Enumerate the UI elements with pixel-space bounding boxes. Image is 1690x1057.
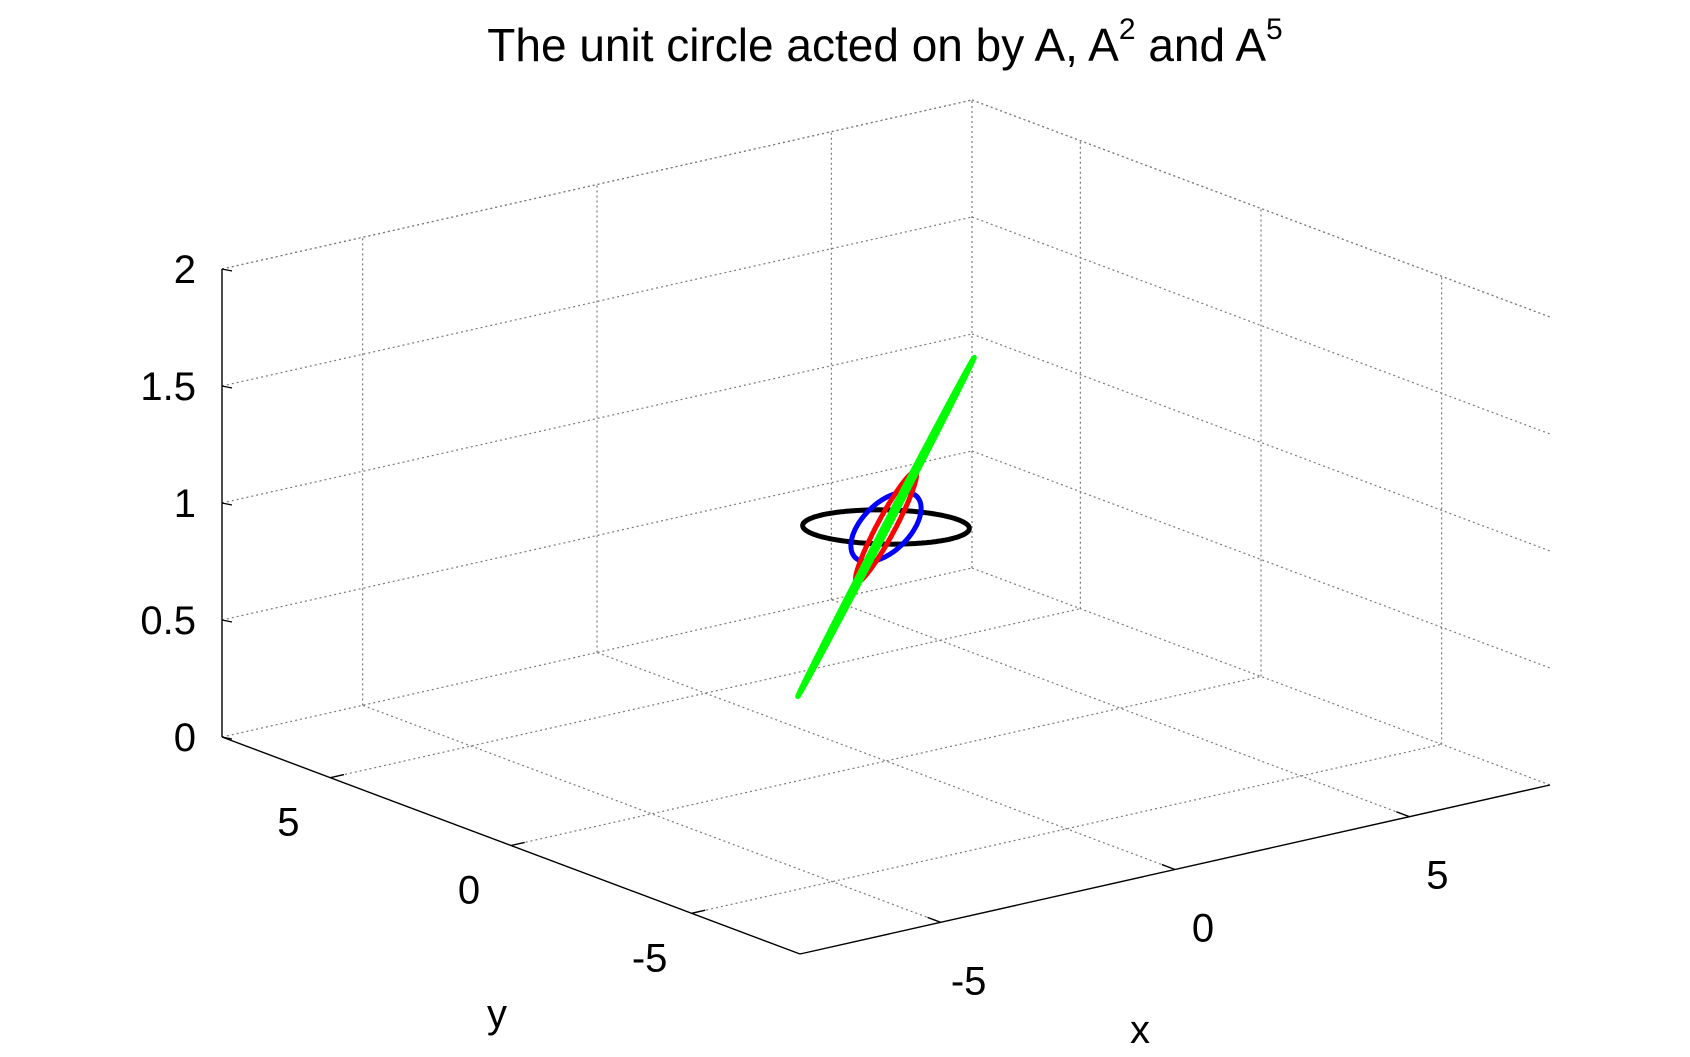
z-tick-mark <box>221 268 233 272</box>
z-tick-mark <box>221 619 233 623</box>
x-tick-mark <box>1161 863 1176 871</box>
x-axis-label: x <box>1130 1008 1150 1052</box>
y-tick-mark <box>691 909 706 914</box>
grid-line <box>691 743 1442 914</box>
chart-title: The unit circle acted on by A, A2 and A5 <box>487 13 1283 72</box>
x-tick-mark <box>1396 811 1410 818</box>
x-tick-mark <box>927 916 941 923</box>
grid-line <box>596 651 1176 871</box>
grid-line <box>330 608 1081 779</box>
x-tick-label: 5 <box>1426 854 1448 898</box>
z-tick-label: 1.5 <box>140 365 196 409</box>
grid-line <box>831 599 1410 818</box>
z-tick-label: 0 <box>174 716 196 760</box>
z-tick-mark <box>221 736 233 740</box>
tick-labels: -5 0 5 -5 0 5 0 0.5 1 1.5 2 <box>140 248 1448 1003</box>
z-tick-label: 0.5 <box>140 599 196 643</box>
y-tick-mark <box>510 841 525 847</box>
curve-3 <box>795 354 977 700</box>
x-tick-label: 0 <box>1192 907 1214 951</box>
z-tick-mark <box>221 385 233 389</box>
grid-line <box>362 704 941 923</box>
x-tick-label: -5 <box>951 959 987 1003</box>
z-tick-label: 2 <box>174 248 196 292</box>
y-tick-label: 5 <box>277 801 299 845</box>
grid-line <box>221 333 973 504</box>
y-axis-label: y <box>487 992 507 1036</box>
y-tick-label: -5 <box>632 936 668 980</box>
curves <box>795 354 977 700</box>
axes-box <box>221 268 1551 955</box>
grid-line <box>971 333 1551 552</box>
curve-0 <box>800 507 972 547</box>
y-tick-label: 0 <box>458 869 480 913</box>
z-tick-mark <box>221 502 233 506</box>
grid-line <box>510 675 1262 847</box>
y-tick-mark <box>330 773 345 779</box>
grid-line <box>221 450 973 621</box>
grid-line <box>221 99 973 270</box>
grid-line <box>221 216 973 387</box>
z-tick-label: 1 <box>174 482 196 526</box>
